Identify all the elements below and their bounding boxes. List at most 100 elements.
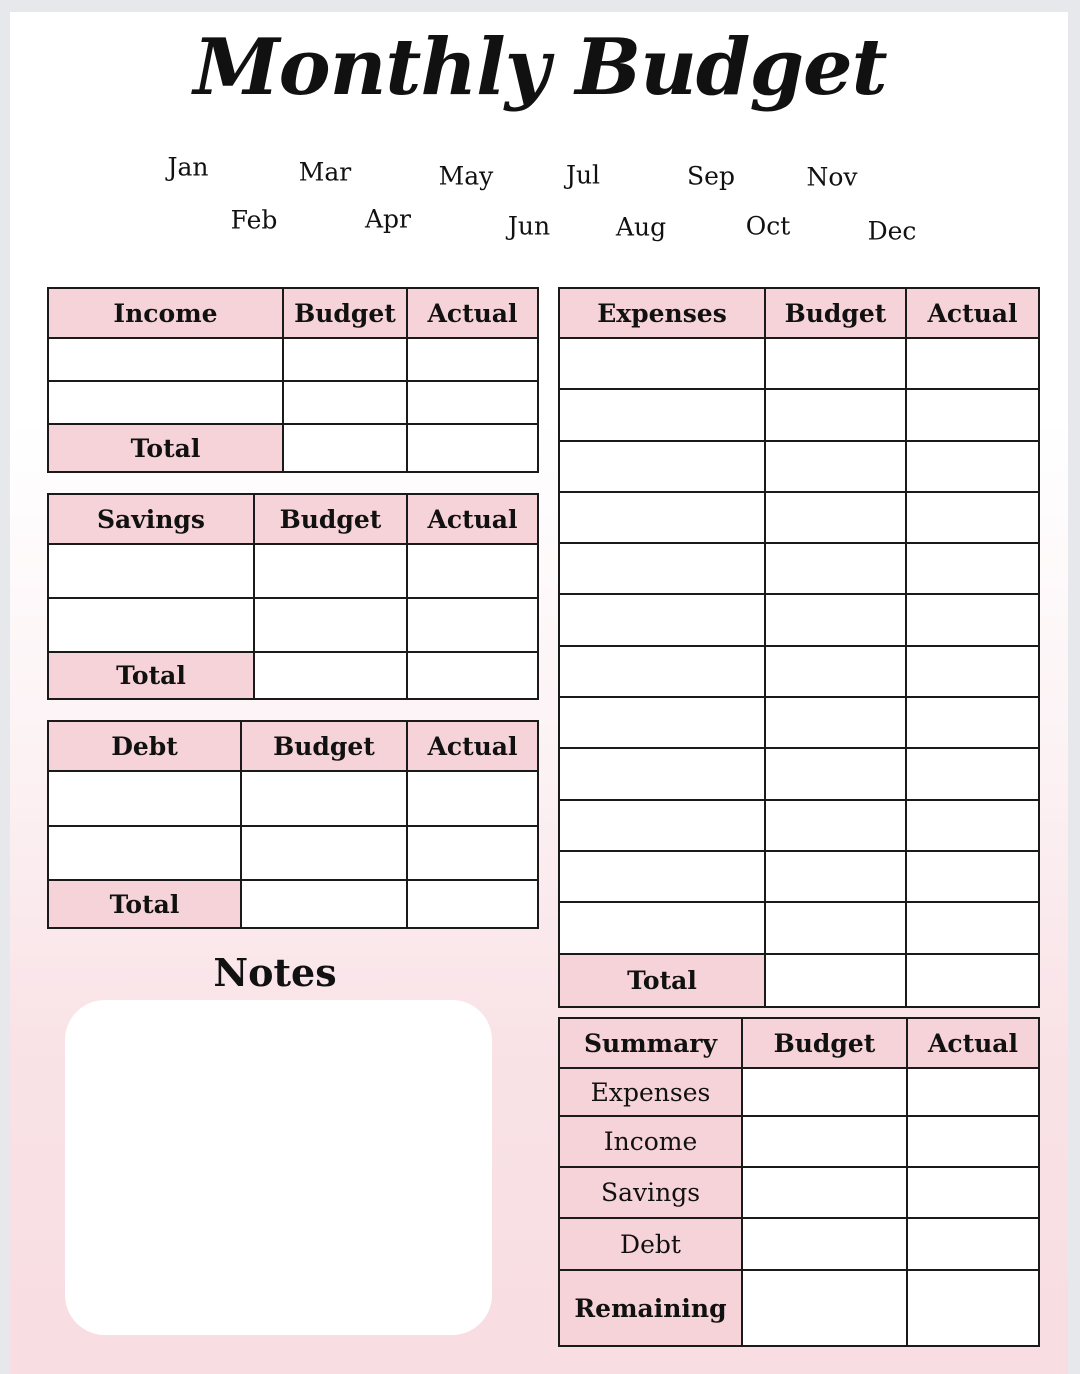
entry-cell[interactable] [905, 749, 1038, 799]
entry-cell[interactable] [764, 903, 905, 953]
entry-cell[interactable] [253, 653, 406, 698]
entry-cell[interactable] [905, 441, 1038, 491]
entry-cell[interactable] [282, 382, 406, 423]
entry-cell[interactable] [764, 646, 905, 697]
entry-cell[interactable] [282, 425, 406, 471]
entry-cell[interactable] [905, 698, 1038, 748]
entry-cell[interactable] [406, 827, 537, 879]
entry-cell[interactable] [560, 544, 764, 593]
month-option[interactable]: Dec [867, 216, 917, 246]
entry-cell[interactable] [906, 1117, 1038, 1166]
entry-cell[interactable] [906, 1069, 1038, 1115]
entry-cell[interactable] [905, 646, 1038, 697]
entry-cell[interactable] [905, 339, 1038, 389]
table-header-row: Expenses Budget Actual [560, 289, 1038, 337]
entry-cell[interactable] [905, 903, 1038, 953]
entry-cell[interactable] [560, 493, 764, 542]
month-option[interactable]: Sep [687, 161, 735, 191]
table-row [560, 593, 1038, 645]
entry-cell[interactable] [406, 339, 537, 380]
entry-cell[interactable] [764, 492, 905, 543]
month-option[interactable]: Jul [565, 160, 601, 190]
entry-cell[interactable] [905, 595, 1038, 645]
entry-cell[interactable] [560, 390, 764, 439]
entry-cell[interactable] [905, 851, 1038, 902]
summary-table: Summary Budget Actual Expenses Income Savings… [558, 1017, 1040, 1347]
entry-cell[interactable] [764, 954, 905, 1006]
month-option[interactable]: Mar [298, 157, 352, 187]
notes-area[interactable] [65, 1000, 492, 1335]
entry-cell[interactable] [49, 599, 253, 651]
entry-cell[interactable] [906, 1219, 1038, 1269]
entry-cell[interactable] [764, 441, 905, 491]
entry-cell[interactable] [560, 903, 764, 952]
entry-cell[interactable] [905, 544, 1038, 594]
entry-cell[interactable] [560, 339, 764, 388]
summary-row: Remaining [560, 1269, 1038, 1345]
entry-cell[interactable] [49, 545, 253, 597]
entry-cell[interactable] [905, 954, 1038, 1006]
month-option[interactable]: Jan [167, 152, 209, 182]
entry-cell[interactable] [49, 339, 282, 380]
month-option[interactable]: Apr [364, 204, 412, 234]
entry-cell[interactable] [406, 382, 537, 423]
entry-cell[interactable] [240, 881, 406, 927]
month-option[interactable]: May [438, 161, 494, 191]
entry-cell[interactable] [764, 698, 905, 748]
entry-cell[interactable] [49, 827, 240, 879]
column-header: Budget [741, 1019, 906, 1067]
entry-cell[interactable] [560, 595, 764, 644]
entry-cell[interactable] [253, 545, 406, 597]
entry-cell[interactable] [764, 749, 905, 799]
entry-cell[interactable] [560, 442, 764, 491]
entry-cell[interactable] [906, 1271, 1038, 1345]
entry-cell[interactable] [406, 425, 537, 471]
table-row [49, 380, 537, 423]
month-option[interactable]: Oct [745, 211, 791, 241]
entry-cell[interactable] [240, 827, 406, 879]
entry-cell[interactable] [741, 1168, 906, 1217]
month-option[interactable]: Nov [806, 162, 858, 192]
notes-title: Notes [213, 950, 337, 995]
entry-cell[interactable] [560, 749, 764, 798]
entry-cell[interactable] [282, 339, 406, 380]
table-header-row: Debt Budget Actual [49, 722, 537, 770]
entry-cell[interactable] [560, 647, 764, 696]
month-option[interactable]: Feb [230, 205, 278, 235]
entry-cell[interactable] [764, 544, 905, 594]
entry-cell[interactable] [906, 1168, 1038, 1217]
entry-cell[interactable] [406, 545, 537, 597]
entry-cell[interactable] [406, 599, 537, 651]
entry-cell[interactable] [905, 492, 1038, 543]
entry-cell[interactable] [764, 339, 905, 389]
column-header: Income [49, 289, 282, 337]
entry-cell[interactable] [49, 772, 240, 825]
entry-cell[interactable] [741, 1219, 906, 1269]
entry-cell[interactable] [253, 599, 406, 651]
total-row: Total [560, 952, 1038, 1006]
month-option[interactable]: Aug [615, 212, 667, 242]
entry-cell[interactable] [741, 1271, 906, 1345]
column-header: Budget [282, 289, 406, 337]
entry-cell[interactable] [560, 698, 764, 747]
month-option[interactable]: Jun [507, 211, 551, 241]
entry-cell[interactable] [240, 772, 406, 825]
entry-cell[interactable] [764, 390, 905, 440]
table-row [49, 543, 537, 597]
entry-cell[interactable] [406, 772, 537, 825]
entry-cell[interactable] [741, 1117, 906, 1166]
entry-cell[interactable] [49, 382, 282, 423]
entry-cell[interactable] [741, 1069, 906, 1115]
entry-cell[interactable] [406, 881, 537, 927]
table-row [560, 542, 1038, 594]
entry-cell[interactable] [764, 851, 905, 902]
entry-cell[interactable] [560, 852, 764, 901]
entry-cell[interactable] [905, 800, 1038, 850]
table-row [560, 439, 1038, 491]
entry-cell[interactable] [905, 390, 1038, 440]
entry-cell[interactable] [406, 653, 537, 698]
entry-cell[interactable] [560, 801, 764, 850]
table-row [560, 747, 1038, 799]
entry-cell[interactable] [764, 800, 905, 850]
entry-cell[interactable] [764, 595, 905, 645]
